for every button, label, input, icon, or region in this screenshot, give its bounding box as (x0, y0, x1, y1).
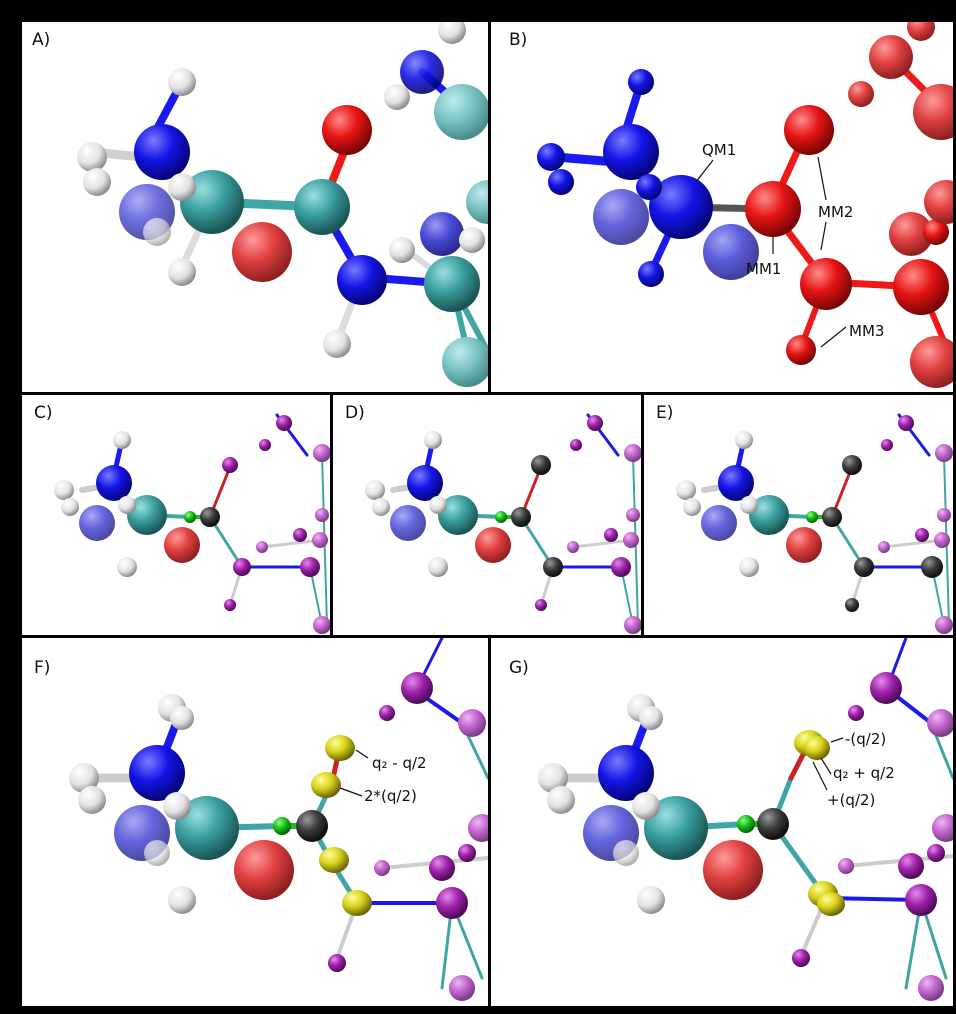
atom-mm2-n (800, 258, 852, 310)
label-charge-center: q₂ + q/2 (833, 764, 895, 782)
atom-c-carbonyl (294, 179, 350, 235)
panel-c: C) (22, 395, 330, 635)
charge-mid (311, 772, 341, 798)
panel-c-molecule (54, 413, 330, 634)
charge-center (804, 736, 830, 760)
mm1-boundary-atom (200, 507, 220, 527)
atom-qm1 (649, 175, 713, 239)
panel-a-label: A) (32, 30, 51, 50)
panel-f-label: F) (34, 658, 51, 678)
panel-a-molecule (77, 22, 488, 387)
atoms (537, 22, 953, 388)
label-qm1: QM1 (702, 141, 736, 159)
panel-e-label: E) (656, 403, 674, 423)
panel-d-molecule (365, 413, 641, 634)
panel-b-label: B) (509, 30, 528, 50)
label-charge-plus: +(q/2) (827, 791, 875, 809)
panel-e: E) (644, 395, 953, 635)
panel-g: -(q/2) q₂ + q/2 +(q/2) G) (491, 638, 953, 1006)
atom-n (134, 124, 190, 180)
atom-h (77, 142, 107, 172)
atoms (77, 22, 488, 387)
label-charge-mid: 2*(q/2) (364, 787, 417, 805)
atom-mm3 (786, 335, 816, 365)
label-mm3: MM3 (849, 322, 884, 340)
atom-n2 (337, 255, 387, 305)
panel-a: A) (22, 22, 488, 392)
charge-lower (319, 847, 349, 873)
panel-b-molecule: QM1 MM2 MM1 MM3 (537, 22, 953, 388)
atom-o-back (232, 222, 292, 282)
panel-d-label: D) (345, 403, 365, 423)
panel-f-molecule: q₂ - q/2 2*(q/2) (69, 638, 488, 1001)
label-charge-minus: -(q/2) (845, 730, 886, 748)
link-atom (184, 511, 196, 523)
label-charge-top: q₂ - q/2 (372, 754, 427, 772)
charge-bottom-b (817, 892, 845, 916)
panel-g-molecule: -(q/2) q₂ + q/2 +(q/2) (538, 638, 953, 1001)
atom-o (322, 105, 372, 155)
label-mm2: MM2 (818, 203, 853, 221)
label-mm1: MM1 (746, 260, 781, 278)
panel-b: QM1 MM2 MM1 MM3 B) (491, 22, 953, 392)
annotation-leaders (695, 156, 847, 348)
atom-mm1 (745, 181, 801, 237)
panel-c-label: C) (34, 403, 53, 423)
panel-f: q₂ - q/2 2*(q/2) F) (22, 638, 488, 1006)
atom-qm-n (603, 124, 659, 180)
panel-e-molecule (676, 413, 953, 634)
charge-top (325, 735, 355, 761)
atom-c-alpha (180, 170, 244, 234)
charge-bottom (342, 890, 372, 916)
panel-d: D) (333, 395, 641, 635)
atom-mm2-o (784, 105, 834, 155)
panel-g-label: G) (509, 658, 529, 678)
